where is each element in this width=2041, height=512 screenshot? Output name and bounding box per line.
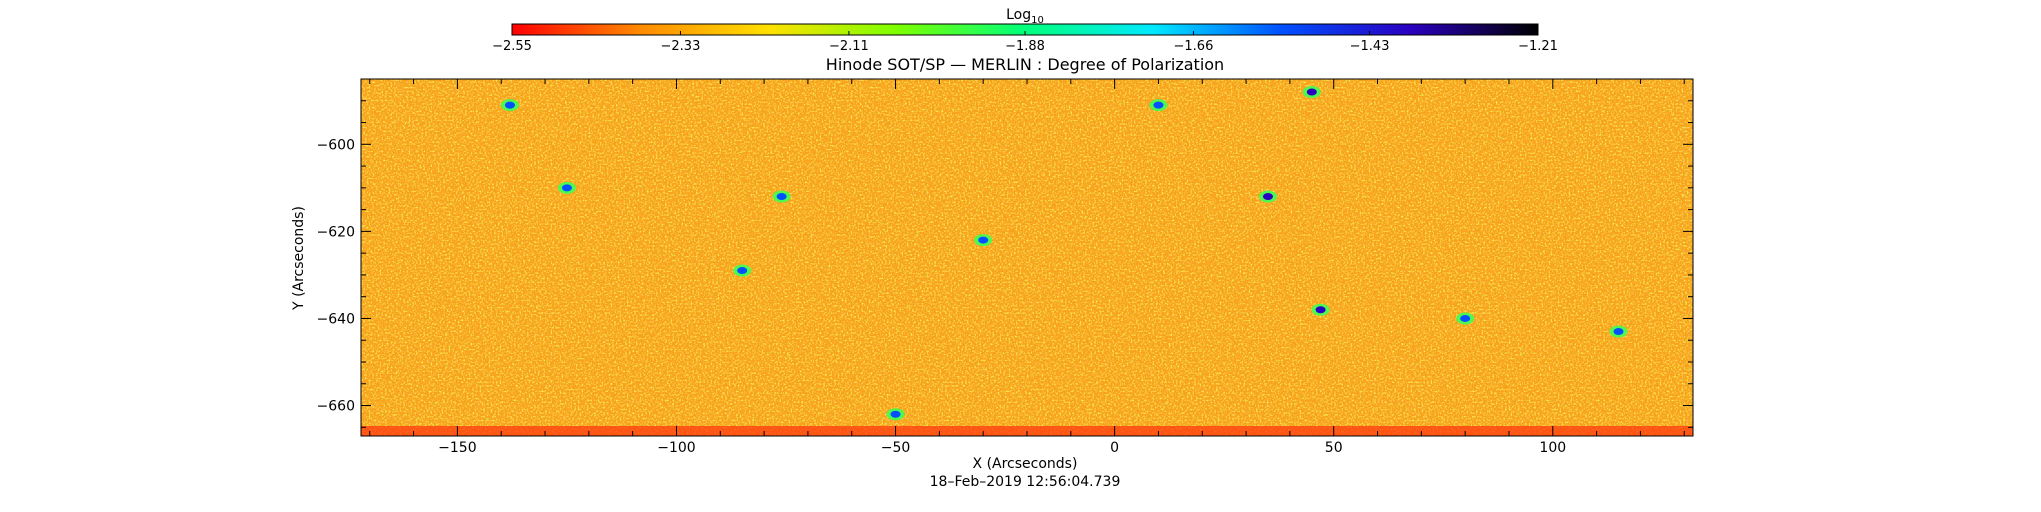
colorbar-tick-label: −1.43	[1350, 39, 1390, 54]
feature-core	[1306, 88, 1317, 96]
y-tick-label: −600	[317, 137, 355, 153]
y-tick-label: −620	[317, 224, 355, 240]
x-tick-label: 50	[1325, 440, 1343, 456]
y-tick-label: −660	[317, 399, 355, 415]
x-tick-label: −150	[438, 440, 476, 456]
timestamp: 18–Feb–2019 12:56:04.739	[930, 474, 1121, 490]
feature-core	[1153, 101, 1164, 109]
y-axis-label: Y (Arcseconds)	[291, 206, 307, 311]
x-tick-label: 0	[1110, 440, 1119, 456]
x-tick-label: −50	[881, 440, 911, 456]
x-tick-label: −100	[657, 440, 695, 456]
colorbar-tick-label: −2.33	[661, 39, 701, 54]
feature-core	[890, 410, 901, 418]
colorbar-tick-label: −1.21	[1518, 39, 1558, 54]
feature-core	[776, 193, 787, 201]
heatmap-image	[361, 79, 1693, 436]
colorbar: −2.55 −2.33 −2.11 −1.88 −1.66 −1.43 −1.21 Log1…	[492, 7, 1558, 54]
colorbar-tick-label: −2.55	[492, 39, 532, 54]
feature-core	[978, 236, 989, 244]
x-axis-label: X (Arcseconds)	[973, 456, 1078, 472]
feature-core	[1262, 193, 1273, 201]
y-tick-label: −640	[317, 311, 355, 327]
colorbar-tick-label: −1.88	[1005, 39, 1045, 54]
x-axis: −150 −100 −50 0 50 100	[369, 79, 1685, 456]
x-tick-label: 100	[1539, 440, 1566, 456]
y-axis: −600 −620 −640 −660	[317, 78, 1693, 428]
feature-core	[1315, 306, 1326, 314]
colorbar-tick-label: −2.11	[829, 39, 869, 54]
feature-core	[1613, 328, 1624, 336]
feature-core	[1460, 314, 1471, 322]
chart-title: Hinode SOT/SP — MERLIN : Degree of Polar…	[826, 55, 1224, 74]
feature-core	[504, 101, 515, 109]
colorbar-ticks: −2.55 −2.33 −2.11 −1.88 −1.66 −1.43 −1.21	[492, 31, 1558, 54]
colorbar-tick-label: −1.66	[1174, 39, 1214, 54]
feature-core	[737, 267, 748, 275]
colorbar-label: Log10	[1006, 7, 1044, 26]
polarization-features	[500, 86, 1628, 421]
feature-core	[561, 184, 572, 192]
